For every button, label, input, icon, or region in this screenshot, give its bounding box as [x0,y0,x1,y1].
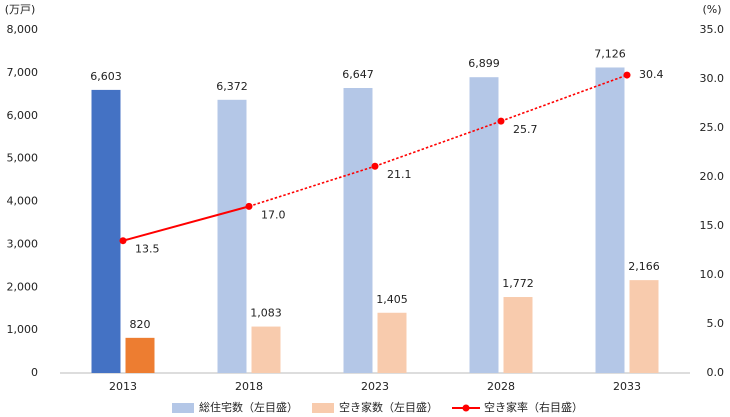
bar-value-label: 6,647 [342,68,374,81]
bar [377,312,407,373]
bar [217,99,247,373]
bar-value-label: 6,899 [468,57,500,70]
x-tick-label: 2033 [613,380,641,393]
line-value-label: 13.5 [135,243,160,256]
bar-value-label: 1,405 [376,293,408,306]
legend-swatch [312,403,334,413]
line-point [371,162,379,170]
y2-tick-label: 10.0 [700,268,725,281]
line-point [623,71,631,79]
bar [91,89,121,374]
bar [251,326,281,373]
y-tick-label: 2,000 [7,280,39,293]
bar-value-label: 1,772 [502,277,534,290]
bar-value-label: 820 [130,318,151,331]
line-segment [122,205,250,242]
bar [629,280,659,373]
bar-value-label: 7,126 [594,47,626,60]
y-tick-label: 6,000 [7,109,39,122]
y2-tick-label: 5.0 [707,317,725,330]
legend-swatch [172,403,194,413]
y-tick-label: 4,000 [7,195,39,208]
legend-label: 空き家率（右目盛） [484,400,583,414]
y-unit: (万戸) [5,3,36,16]
line-segment [248,165,376,208]
line-value-label: 30.4 [639,68,664,81]
y-tick-label: 3,000 [7,237,39,250]
line-value-label: 17.0 [261,208,286,221]
y2-tick-label: 25.0 [700,121,725,134]
y2-tick-label: 35.0 [700,23,725,36]
y2-tick-label: 15.0 [700,219,725,232]
bar [503,297,533,373]
bar [469,77,499,373]
bar-value-label: 1,083 [250,307,282,320]
bar [343,88,373,373]
legend-label: 総住宅数（左目盛） [199,400,298,414]
legend-swatch [462,404,470,412]
x-tick-label: 2018 [235,380,263,393]
x-tick-label: 2028 [487,380,515,393]
y-tick-label: 1,000 [7,323,39,336]
y2-unit: (%) [702,3,721,16]
bar [595,67,625,373]
line-point [119,237,127,245]
line-point [497,117,505,125]
legend-label: 空き家数（左目盛） [339,400,438,414]
y2-tick-label: 20.0 [700,170,725,183]
bar [125,337,155,373]
y-tick-label: 5,000 [7,152,39,165]
y2-tick-label: 30.0 [700,72,725,85]
x-tick-label: 2023 [361,380,389,393]
line-value-label: 25.7 [513,123,538,136]
bar-value-label: 2,166 [628,260,660,273]
y-tick-label: 0 [31,366,38,379]
line-point [245,202,253,210]
y2-tick-label: 0.0 [707,366,725,379]
bar-value-label: 6,603 [90,70,122,83]
x-tick-label: 2013 [109,380,137,393]
y-tick-label: 7,000 [7,66,39,79]
bar-value-label: 6,372 [216,80,248,93]
y-tick-label: 8,000 [7,23,39,36]
line-value-label: 21.1 [387,168,412,181]
